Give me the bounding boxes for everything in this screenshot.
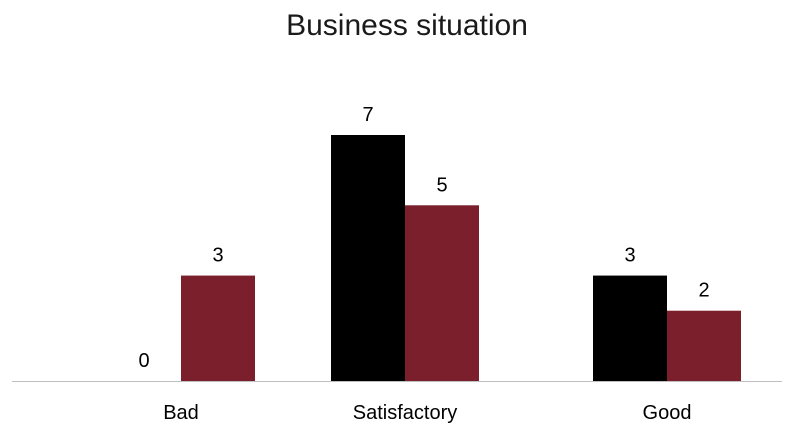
bar-satisfactory-series-2 xyxy=(405,205,479,381)
bar-satisfactory-series-1 xyxy=(331,135,405,381)
bar-bad-series-2 xyxy=(181,276,255,381)
x-tick-label-satisfactory: Satisfactory xyxy=(353,402,457,424)
x-tick-labels: Bad Satisfactory Good xyxy=(163,402,691,424)
data-label-good-series-1: 3 xyxy=(624,245,635,267)
data-label-bad-series-2: 3 xyxy=(212,245,223,267)
bar-good-series-1 xyxy=(593,276,667,381)
chart-title: Business situation xyxy=(286,9,528,42)
x-tick-label-bad: Bad xyxy=(163,402,199,424)
data-label-satisfactory-series-2: 5 xyxy=(436,174,447,196)
data-label-satisfactory-series-1: 7 xyxy=(362,104,373,126)
data-label-bad-series-1: 0 xyxy=(138,350,149,372)
data-label-good-series-2: 2 xyxy=(698,280,709,302)
x-tick-label-good: Good xyxy=(643,402,692,424)
bar-good-series-2 xyxy=(667,311,741,381)
bars-layer xyxy=(181,135,741,381)
